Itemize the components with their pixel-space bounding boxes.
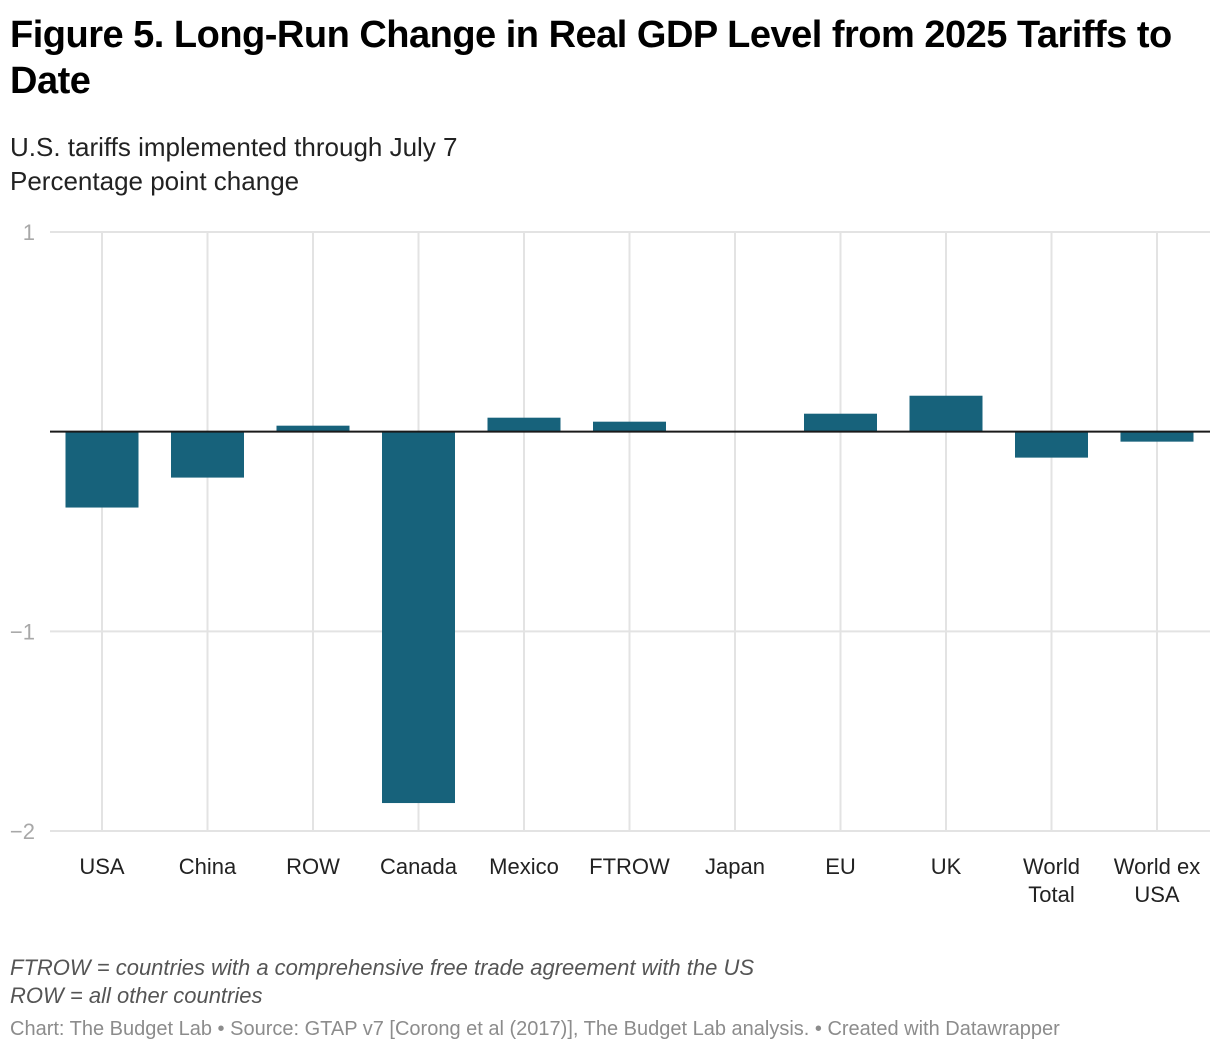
bar xyxy=(1015,431,1088,458)
y-tick-label: −2 xyxy=(10,819,35,844)
bar xyxy=(65,431,139,508)
x-tick-label: FTROW xyxy=(589,854,670,879)
bars xyxy=(65,395,1194,804)
bar xyxy=(909,395,983,432)
bar xyxy=(593,421,666,432)
x-axis: USA China ROW Canada Mexico FTROW Japan EU UK Wor… xyxy=(79,854,1200,907)
chart-title: Figure 5. Long-Run Change in Real GDP Le… xyxy=(10,14,1172,102)
x-tick-label: EU xyxy=(825,854,856,879)
subtitle-unit: Percentage point change xyxy=(10,166,300,196)
x-tick-label: Canada xyxy=(380,854,458,879)
bar xyxy=(276,425,350,432)
x-tick-label: UK xyxy=(931,854,962,879)
x-tick-label: World xyxy=(1023,854,1080,879)
y-tick-label: −1 xyxy=(10,619,35,644)
x-tick-label: USA xyxy=(79,854,125,879)
x-tick-label: USA xyxy=(1134,882,1180,907)
subtitle-line: U.S. tariffs implemented through July 7 xyxy=(10,132,458,162)
chart-subtitle: U.S. tariffs implemented through July 7 … xyxy=(10,130,458,198)
bar xyxy=(487,417,561,432)
bar xyxy=(804,413,877,432)
x-tick-label: World ex xyxy=(1114,854,1200,879)
x-tick-label: ROW xyxy=(286,854,340,879)
x-tick-label: Total xyxy=(1028,882,1074,907)
y-axis: 1 −1 −2 xyxy=(10,220,35,844)
y-tick-label: 1 xyxy=(23,220,35,245)
gridlines xyxy=(50,231,1210,832)
note-ftrow: FTROW = countries with a comprehensive f… xyxy=(10,955,755,980)
bar xyxy=(1120,431,1194,442)
chart-notes: FTROW = countries with a comprehensive f… xyxy=(10,954,754,1010)
chart-footer: Chart: The Budget Lab • Source: GTAP v7 … xyxy=(10,1018,1060,1040)
note-row: ROW = all other countries xyxy=(10,983,263,1008)
bar xyxy=(171,431,244,478)
x-tick-label: Mexico xyxy=(489,854,559,879)
x-tick-label: Japan xyxy=(705,854,765,879)
bar xyxy=(382,431,455,804)
x-tick-label: China xyxy=(179,854,237,879)
